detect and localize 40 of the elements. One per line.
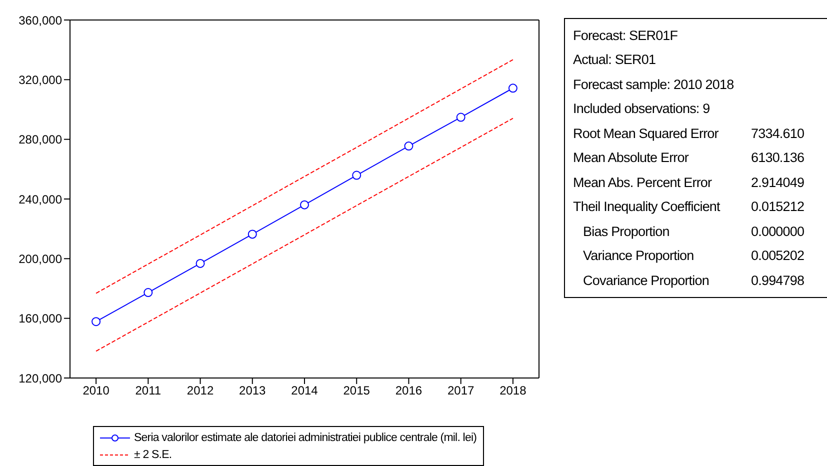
text: Theil Inequality Coefficient 0.015212 (573, 199, 804, 214)
legend-label: ± 2 S.E. (134, 448, 172, 460)
text: Bias Proportion 0.000000 (583, 224, 804, 239)
text: Forecast: SER01F (573, 28, 679, 43)
x-tick-label: 2017 (447, 384, 475, 398)
y-tick-label: 160,000 (18, 312, 62, 326)
y-tick-label: 120,000 (18, 371, 62, 386)
x-tick-label: 2016 (395, 384, 422, 398)
text: Root Mean Squared Error 7334.610 (573, 126, 804, 141)
legend-label: Seria valorilor estimate ale datoriei administratiei publice centrale (mil. lei) (134, 432, 477, 444)
point (92, 317, 101, 326)
x-tick-label: 2012 (186, 384, 214, 398)
text: Forecast sample: 2010 2018 (573, 76, 735, 92)
y-tick-label: 200,000 (18, 252, 62, 266)
point (196, 258, 205, 268)
point (300, 200, 309, 210)
point (352, 170, 362, 180)
x-tick-label: 2010 (82, 384, 110, 398)
text: Actual: SER01 (573, 52, 657, 68)
x-tick-label: 2013 (239, 384, 266, 398)
y-tick-label: 240,000 (18, 192, 62, 206)
line-series (96, 59, 514, 294)
x-tick-label: 2014 (291, 384, 318, 398)
x-tick-label: 2011 (135, 384, 162, 398)
y-tick-label: 360,000 (18, 13, 62, 28)
text: Variance Proportion 0.005202 (583, 248, 804, 264)
line-series (96, 118, 514, 352)
text: Covariance Proportion 0.994798 (583, 272, 804, 288)
y-tick-label: 280,000 (18, 132, 62, 147)
x-tick-label: 2018 (500, 384, 527, 398)
text: Mean Absolute Error 6130.136 (573, 150, 804, 166)
point (456, 112, 466, 122)
point (248, 230, 257, 239)
text: Mean Abs. Percent Error 2.914049 (573, 174, 804, 190)
text: Included observations: 9 (573, 101, 711, 116)
point (508, 84, 518, 93)
point (144, 288, 153, 298)
y-tick-label: 320,000 (18, 72, 62, 87)
point (404, 142, 414, 151)
x-tick-label: 2015 (343, 384, 370, 398)
